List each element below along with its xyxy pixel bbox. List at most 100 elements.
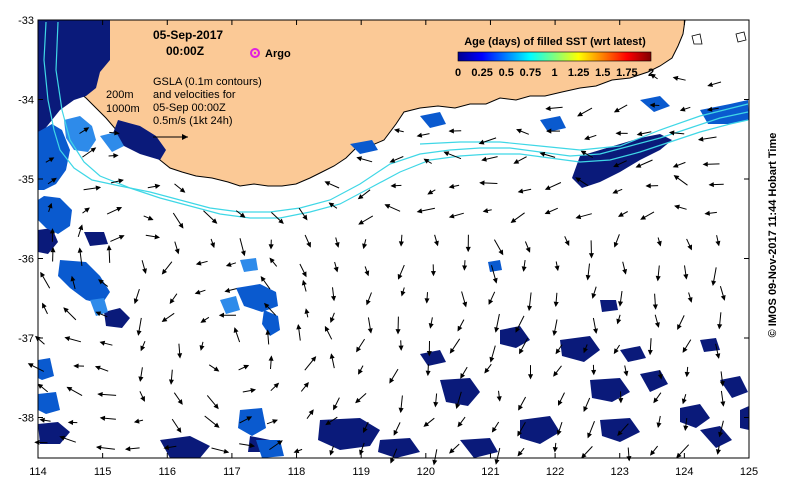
velocity-arrow-head <box>393 128 400 134</box>
velocity-arrow-head <box>355 397 361 404</box>
velocity-arrow-head <box>426 350 432 357</box>
velocity-arrow-head <box>333 266 339 273</box>
colorbar-tick-label: 1.75 <box>616 67 637 79</box>
velocity-arrow-head <box>269 257 275 264</box>
lat-tick-label: -35 <box>18 174 34 186</box>
velocity-arrow-head <box>113 153 119 159</box>
colorbar-title: Age (days) of filled SST (wrt latest) <box>464 36 646 48</box>
velocity-arrow-head <box>174 248 180 255</box>
velocity-arrow-head <box>301 271 307 278</box>
time-label: 00:00Z <box>166 44 204 58</box>
velocity-arrow-head <box>423 421 430 427</box>
velocity-arrow-head <box>544 185 551 190</box>
velocity-arrow-head <box>462 265 468 271</box>
velocity-arrow-head <box>59 435 66 441</box>
velocity-arrow-head <box>715 240 721 247</box>
velocity-arrow-head <box>649 102 655 108</box>
velocity-arrow-head <box>521 266 527 272</box>
velocity-arrow-head <box>356 346 362 353</box>
velocity-arrow-head <box>358 368 363 375</box>
velocity-arrow-head <box>652 304 658 310</box>
sst-patches-mid <box>38 96 749 458</box>
velocity-arrow-head <box>517 430 523 437</box>
colorbar-gradient <box>457 51 652 62</box>
velocity-arrow-head <box>393 429 399 436</box>
velocity-arrow-head <box>708 182 714 188</box>
velocity-arrow-head <box>494 459 500 465</box>
velocity-arrow-head <box>616 318 622 325</box>
colorbar-ticks: 0 0.25 0.5 0.75 1 1.25 1.5 1.75 2 <box>455 67 654 79</box>
bathymetry-contours <box>43 21 749 219</box>
velocity-arrow-head <box>488 299 494 305</box>
velocity-arrow-head <box>424 298 430 304</box>
velocity-arrow-head <box>154 234 161 240</box>
velocity-arrow-head <box>324 325 330 332</box>
lat-tick-label: -38 <box>18 413 34 425</box>
velocity-arrow-head <box>211 218 218 224</box>
velocity-arrow-head <box>455 403 461 409</box>
velocity-arrow-head <box>496 396 502 402</box>
velocity-arrow-head <box>556 429 562 436</box>
velocity-arrow-head <box>517 188 524 194</box>
velocity-arrow-head <box>395 329 401 335</box>
velocity-arrow-head <box>40 271 46 278</box>
velocity-arrow-head <box>513 158 520 164</box>
velocity-arrow-head <box>510 217 517 223</box>
gsla-legend: GSLA (0.1m contours) and velocities for … <box>153 76 262 140</box>
velocity-arrow-head <box>97 391 103 397</box>
lat-tick-label: -33 <box>18 15 34 27</box>
velocity-arrow-head <box>389 377 395 384</box>
velocity-arrow-head <box>293 448 300 454</box>
velocity-arrow-head <box>519 348 524 355</box>
velocity-arrow-head <box>70 275 76 282</box>
velocity-arrow-head <box>448 213 455 219</box>
lat-tick-label: -37 <box>18 333 34 345</box>
velocity-arrow-head <box>427 189 434 195</box>
velocity-arrow-head <box>233 327 239 333</box>
velocity-arrow-head <box>612 188 619 194</box>
lon-axis: 114 115 116 117 118 119 120 121 122 123 124 125 <box>29 20 758 478</box>
velocity-arrow-head <box>95 185 102 191</box>
velocity-arrow-head <box>593 328 599 334</box>
velocity-arrow-head <box>168 379 174 385</box>
velocity-arrow-head <box>516 128 522 134</box>
velocity-arrow-head <box>169 298 175 305</box>
velocity-arrow-head <box>329 353 335 359</box>
velocity-arrow-head <box>683 273 689 280</box>
lon-tick-label: 122 <box>546 466 564 478</box>
gsla-line-1: GSLA (0.1m contours) <box>153 76 262 88</box>
velocity-arrows <box>27 73 726 466</box>
velocity-arrow-head <box>48 157 55 163</box>
velocity-arrow-head <box>178 222 184 229</box>
velocity-arrow-head <box>161 268 168 275</box>
velocity-arrow-head <box>398 241 404 247</box>
velocity-arrow-head <box>654 322 660 328</box>
velocity-arrow-head <box>518 404 523 411</box>
velocity-arrow-head <box>425 370 431 377</box>
velocity-arrow-head <box>194 289 201 295</box>
lon-tick-label: 116 <box>158 466 176 478</box>
velocity-arrow-head <box>687 297 693 303</box>
lat-axis: -33 -34 -35 -36 -37 -38 <box>18 15 749 425</box>
lat-tick-label: -34 <box>18 95 34 107</box>
velocity-arrow-head <box>457 421 463 428</box>
velocity-arrow-head <box>640 214 647 220</box>
velocity-arrow-head <box>106 244 112 251</box>
velocity-arrow-head <box>539 151 546 157</box>
velocity-arrow-head <box>268 244 274 250</box>
velocity-arrow-head <box>517 450 523 457</box>
velocity-arrow-head <box>416 132 423 138</box>
lon-tick-label: 120 <box>417 466 435 478</box>
velocity-arrow-head <box>527 305 533 312</box>
velocity-arrow-head <box>306 241 311 248</box>
velocity-arrow-head <box>613 241 619 248</box>
velocity-arrow-head <box>398 345 404 351</box>
velocity-arrow-head <box>99 415 106 421</box>
velocity-arrow-head <box>636 131 643 137</box>
velocity-arrow-head <box>366 299 371 306</box>
velocity-arrow-head <box>635 163 642 168</box>
velocity-arrow-head <box>99 340 106 346</box>
velocity-arrow-head <box>552 330 558 337</box>
velocity-arrow-head <box>423 158 430 164</box>
velocity-arrow-head <box>448 183 455 189</box>
